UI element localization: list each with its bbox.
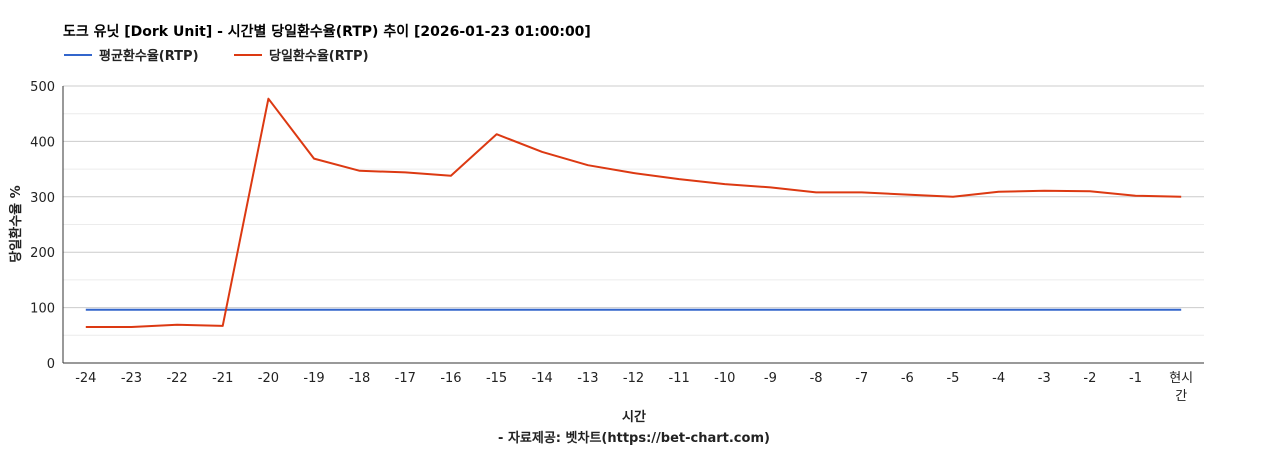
x-tick-label: -13 — [577, 371, 598, 386]
x-tick-label: -2 — [1083, 371, 1096, 386]
x-tick-label: 현시 간 — [1169, 371, 1193, 404]
x-tick-label: -16 — [440, 371, 461, 386]
series-line-daily-rtp — [85, 97, 1182, 328]
x-tick-label: -22 — [166, 371, 187, 386]
x-tick-label: -14 — [532, 371, 553, 386]
x-tick-label: -15 — [486, 371, 507, 386]
series-lines — [85, 97, 1182, 328]
x-tick-label: -23 — [121, 371, 142, 386]
x-axis-ticks: -24 -23 -22 -21 -20 -19 -18 -17 -16 -15 -14 -13 -12 -… — [75, 371, 1193, 404]
y-axis-title: 당일환수율 % — [8, 185, 24, 262]
legend: 평균환수율(RTP) 당일환수율(RTP) — [64, 48, 369, 64]
y-tick-label: 500 — [30, 80, 55, 95]
data-credit: - 자료제공: 벳차트(https://bet-chart.com) — [498, 430, 770, 446]
x-tick-label: -1 — [1129, 371, 1142, 386]
legend-label-daily: 당일환수율(RTP) — [269, 48, 369, 64]
y-tick-label: 0 — [47, 357, 55, 372]
x-tick-label: -6 — [901, 371, 914, 386]
y-tick-label: 100 — [30, 302, 55, 317]
x-tick-label: -7 — [855, 371, 868, 386]
x-tick-label: -18 — [349, 371, 370, 386]
x-tick-label: -3 — [1038, 371, 1051, 386]
x-tick-label: -10 — [714, 371, 735, 386]
y-tick-label: 300 — [30, 191, 55, 206]
x-tick-label: -17 — [395, 371, 416, 386]
x-tick-label: -19 — [303, 371, 324, 386]
chart-title: 도크 유닛 [Dork Unit] - 시간별 당일환수율(RTP) 추이 [2… — [63, 23, 591, 40]
legend-label-average: 평균환수율(RTP) — [99, 48, 199, 64]
y-tick-label: 200 — [30, 246, 55, 261]
x-tick-label: -20 — [258, 371, 279, 386]
x-tick-label: -12 — [623, 371, 644, 386]
y-axis-ticks: 0 100 200 300 400 500 — [30, 80, 55, 372]
x-tick-label: -21 — [212, 371, 233, 386]
x-tick-label: -11 — [669, 371, 690, 386]
x-tick-label: -5 — [946, 371, 959, 386]
gridlines — [62, 85, 1204, 364]
x-tick-label: -24 — [75, 371, 96, 386]
y-tick-label: 400 — [30, 135, 55, 150]
x-axis-title: 시간 — [622, 409, 646, 425]
x-tick-label: -8 — [810, 371, 823, 386]
x-tick-label: -4 — [992, 371, 1005, 386]
x-tick-label: -9 — [764, 371, 777, 386]
